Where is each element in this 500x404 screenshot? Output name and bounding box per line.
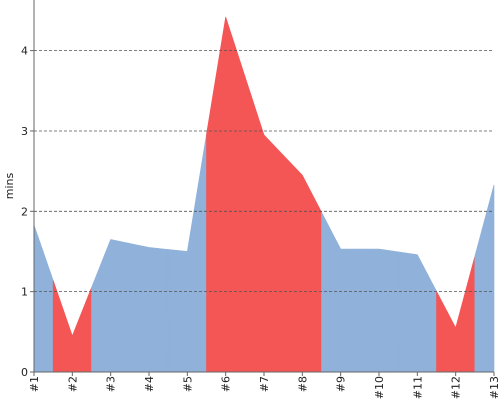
- x-tick-label-12: #12: [450, 376, 463, 399]
- x-tick-label-9: #9: [335, 376, 348, 392]
- area-segment-13: [474, 184, 495, 373]
- x-tick-label-13: #13: [488, 376, 500, 399]
- y-tick-label-2: 2: [21, 205, 28, 218]
- area-segment-4: [129, 243, 169, 373]
- y-tick-label-0: 0: [21, 366, 28, 379]
- area-segment-2: [52, 280, 92, 373]
- x-tick-label-4: #4: [143, 376, 156, 392]
- y-tick-label-3: 3: [21, 125, 28, 138]
- x-tick-label-3: #3: [105, 376, 118, 392]
- x-tick-label-5: #5: [181, 376, 194, 392]
- x-tick-label-11: #11: [411, 376, 424, 399]
- area-segment-11: [397, 251, 437, 373]
- x-tick-label-1: #1: [28, 376, 41, 392]
- x-tick-label-2: #2: [66, 376, 79, 392]
- area-segment-7: [244, 75, 284, 373]
- y-axis-label: mins: [3, 172, 16, 199]
- x-tick-label-8: #8: [296, 376, 309, 392]
- area-segment-3: [91, 239, 131, 373]
- area-segment-12: [436, 256, 476, 373]
- area-segment-10: [359, 248, 399, 373]
- x-tick-label-7: #7: [258, 376, 271, 392]
- y-tick-label-1: 1: [21, 286, 28, 299]
- area-segment-9: [321, 211, 361, 373]
- x-tick-label-6: #6: [220, 376, 233, 392]
- area-segment-8: [282, 154, 322, 373]
- y-tick-label-4: 4: [21, 45, 28, 58]
- area-segment-6: [206, 16, 246, 373]
- area-segment-1: [33, 224, 54, 373]
- area-segment-5: [167, 134, 207, 373]
- x-tick-label-10: #10: [373, 376, 386, 399]
